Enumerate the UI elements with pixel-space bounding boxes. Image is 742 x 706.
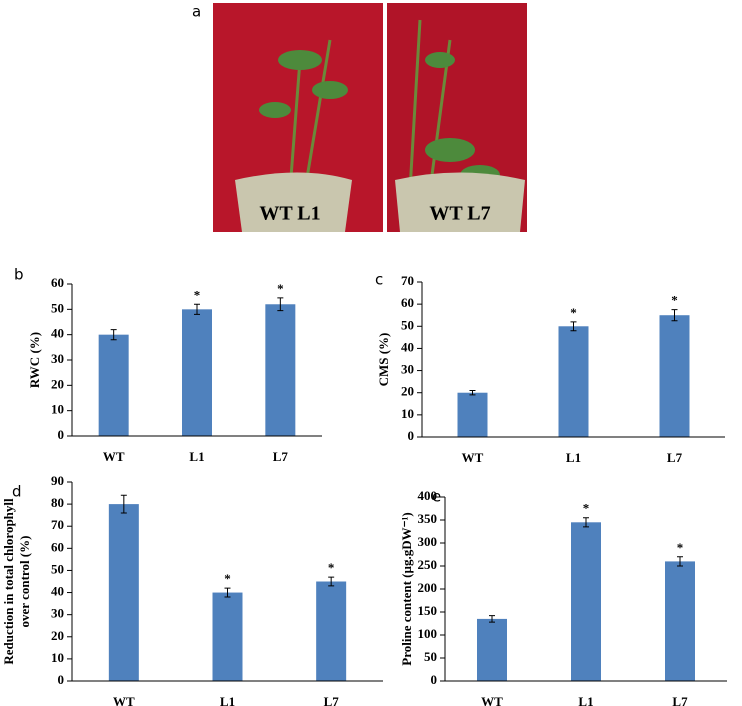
bar bbox=[182, 309, 212, 436]
significance-mark: * bbox=[677, 540, 684, 555]
error-bar bbox=[110, 329, 117, 341]
bar bbox=[265, 304, 296, 436]
x-tick-label: WT bbox=[481, 694, 503, 706]
y-tick-label: 60 bbox=[401, 295, 414, 310]
bar bbox=[98, 334, 129, 436]
bar bbox=[558, 326, 589, 437]
pot-right bbox=[395, 172, 525, 232]
y-tick-label: 50 bbox=[51, 300, 64, 315]
x-tick-label: L7 bbox=[273, 449, 289, 464]
y-tick-label: 60 bbox=[51, 275, 64, 290]
error-bar bbox=[489, 615, 495, 623]
error-bar bbox=[469, 390, 476, 396]
panel-label: c bbox=[375, 271, 383, 289]
significance-mark: * bbox=[570, 305, 577, 320]
y-tick-label: 0 bbox=[58, 427, 65, 442]
x-tick-label: L1 bbox=[578, 694, 593, 706]
y-tick-label: 400 bbox=[418, 488, 438, 503]
y-tick-label: 10 bbox=[51, 650, 64, 665]
error-bar bbox=[328, 576, 335, 587]
panel-label: d bbox=[12, 483, 22, 501]
y-axis-label: Proline content (µg.gDW⁻¹) bbox=[399, 512, 414, 665]
bar bbox=[108, 504, 139, 681]
x-tick-label: L7 bbox=[672, 694, 688, 706]
y-tick-label: 20 bbox=[51, 376, 64, 391]
bar bbox=[571, 522, 601, 681]
bar bbox=[659, 315, 690, 437]
y-tick-label: 100 bbox=[418, 626, 438, 641]
error-bar bbox=[570, 321, 577, 332]
y-tick-label: 350 bbox=[418, 511, 438, 526]
x-tick-label: L1 bbox=[220, 694, 235, 706]
y-tick-label: 70 bbox=[401, 273, 414, 288]
significance-mark: * bbox=[328, 560, 335, 575]
y-tick-label: 250 bbox=[418, 557, 438, 572]
bar bbox=[665, 561, 695, 681]
bar bbox=[316, 581, 347, 681]
significance-mark: * bbox=[671, 293, 678, 308]
x-tick-label: L7 bbox=[667, 450, 683, 465]
bar bbox=[477, 618, 507, 681]
y-tick-label: 50 bbox=[424, 649, 437, 664]
error-bar bbox=[677, 556, 683, 567]
y-tick-label: 80 bbox=[51, 495, 64, 510]
photo: a WT L1 WT L7 bbox=[192, 3, 527, 232]
y-axis-label: CMS (%) bbox=[376, 333, 391, 387]
y-tick-label: 50 bbox=[401, 317, 414, 332]
y-tick-label: 20 bbox=[51, 628, 64, 643]
y-tick-label: 50 bbox=[51, 561, 64, 576]
significance-mark: * bbox=[224, 571, 231, 586]
y-tick-label: 40 bbox=[51, 584, 64, 599]
y-tick-label: 0 bbox=[408, 428, 415, 443]
y-tick-label: 150 bbox=[418, 603, 438, 618]
y-tick-label: 30 bbox=[51, 351, 64, 366]
error-bar bbox=[120, 494, 127, 514]
y-tick-label: 70 bbox=[51, 517, 64, 532]
y-tick-label: 30 bbox=[401, 362, 414, 377]
y-tick-label: 20 bbox=[401, 384, 414, 399]
pot-left bbox=[235, 172, 352, 232]
x-tick-label: WT bbox=[462, 450, 484, 465]
y-tick-label: 40 bbox=[401, 339, 414, 354]
x-tick-label: WT bbox=[103, 449, 125, 464]
significance-mark: * bbox=[194, 287, 201, 302]
photo-caption: WT L1 bbox=[259, 203, 320, 225]
y-tick-label: 10 bbox=[51, 402, 64, 417]
significance-mark: * bbox=[277, 281, 284, 296]
error-bar bbox=[224, 587, 231, 598]
stems bbox=[288, 19, 452, 191]
y-tick-label: 30 bbox=[51, 606, 64, 621]
bar bbox=[212, 592, 243, 681]
panel-label: a bbox=[192, 3, 201, 21]
panel-label: e bbox=[432, 488, 441, 506]
error-bar bbox=[583, 517, 589, 528]
y-tick-label: 40 bbox=[51, 326, 64, 341]
leaves bbox=[259, 50, 500, 185]
y-axis-label: Reduction in total chlorophyll bbox=[1, 498, 16, 665]
y-tick-label: 300 bbox=[418, 534, 438, 549]
y-tick-label: 90 bbox=[51, 473, 64, 488]
y-axis-label: over control (%) bbox=[17, 536, 32, 628]
error-bar bbox=[671, 309, 678, 322]
significance-mark: * bbox=[583, 501, 590, 516]
y-tick-label: 0 bbox=[431, 672, 438, 687]
photo-caption: WT L7 bbox=[429, 203, 490, 225]
y-tick-label: 10 bbox=[401, 406, 414, 421]
panel-label: b bbox=[14, 266, 24, 284]
x-tick-label: L7 bbox=[324, 694, 340, 706]
x-tick-label: L1 bbox=[189, 449, 204, 464]
y-tick-label: 0 bbox=[58, 672, 65, 687]
y-tick-label: 200 bbox=[418, 580, 438, 595]
bar bbox=[457, 392, 488, 437]
error-bar bbox=[277, 297, 284, 312]
x-tick-label: L1 bbox=[566, 450, 581, 465]
x-tick-label: WT bbox=[113, 694, 135, 706]
error-bar bbox=[194, 303, 200, 315]
y-tick-label: 60 bbox=[51, 539, 64, 554]
y-axis-label: RWC (%) bbox=[27, 332, 42, 388]
